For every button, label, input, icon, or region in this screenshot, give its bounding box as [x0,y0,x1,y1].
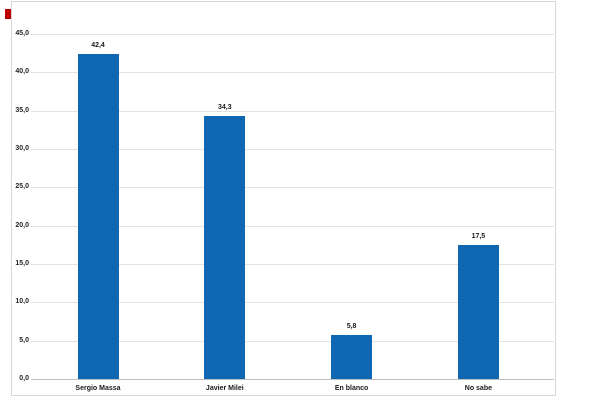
gridline [31,110,554,112]
gridline [31,149,554,150]
y-tick-label: 30,0 [15,145,29,152]
category-label: Javier Milei [205,385,244,392]
y-tick-label: 10,0 [15,298,29,306]
gridline [31,34,554,35]
bar-value-label: 34,3 [217,104,232,112]
bar-value-label: 5,8 [346,322,357,330]
gridline [31,264,554,265]
gridline [31,72,554,74]
category-label: En blanco [334,385,369,392]
gridline [31,225,554,227]
gridline [31,340,554,342]
gridline [31,302,554,304]
bar-value-label: 42,4 [91,41,105,49]
gridline [31,187,554,189]
bar-value-label: 17,5 [471,232,486,240]
chart-canvas: 0,0 5,0 10,0 15,0 20,0 25,0 30,0 35,0 40,0 45,0 4… [11,1,556,396]
y-tick-label: 20,0 [15,221,29,229]
bar [457,244,499,379]
bar [331,334,373,379]
y-tick-label: 0,0 [19,375,29,382]
y-tick-label: 40,0 [15,68,29,76]
y-tick-label: 15,0 [15,260,29,267]
category-label: No sabe [464,385,492,392]
y-tick-label: 25,0 [15,183,29,191]
y-tick-label: 5,0 [19,336,29,344]
y-tick-label: 45,0 [15,30,29,37]
bar [77,53,119,379]
x-axis-line [31,379,554,380]
bar [204,116,246,379]
y-tick-label: 35,0 [15,106,29,114]
category-label: Sergio Massa [75,385,121,392]
red-square-marker [5,9,15,19]
